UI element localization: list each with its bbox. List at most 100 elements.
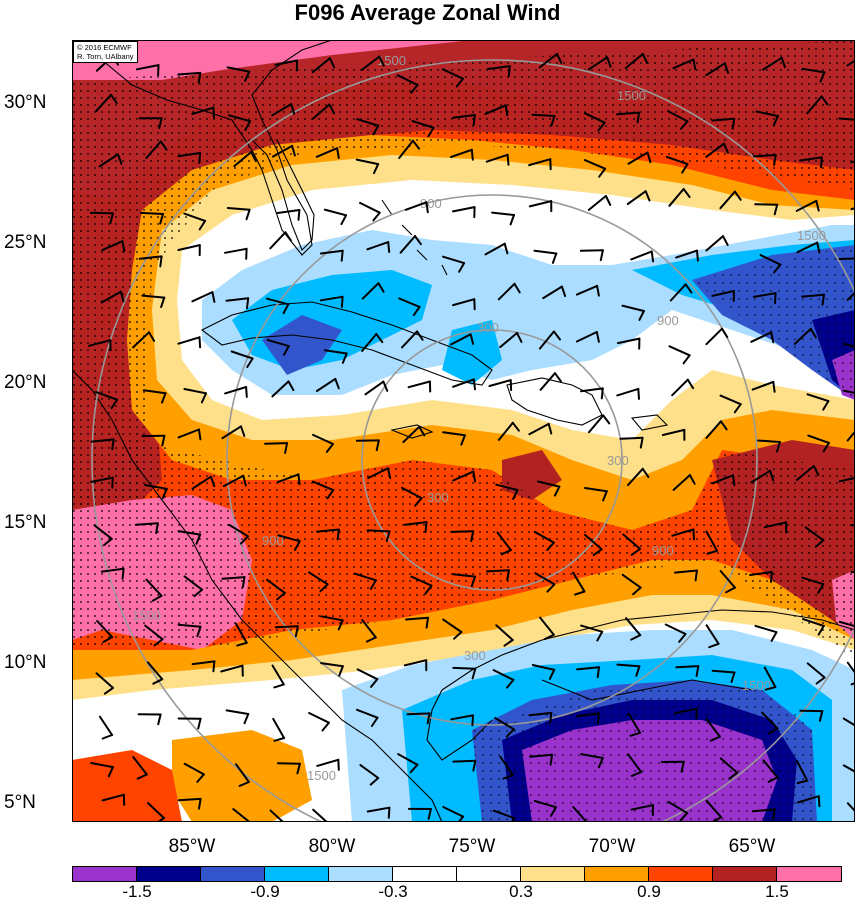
colorbar-segment xyxy=(73,867,137,881)
lat-label: 30°N xyxy=(4,92,46,114)
wind-barb-flag xyxy=(638,113,639,123)
colorbar-label: 0.9 xyxy=(637,882,661,902)
wind-barb xyxy=(487,570,509,571)
colorbar-segment xyxy=(329,867,393,881)
wind-barb-flag xyxy=(652,252,653,262)
lon-label: 65°W xyxy=(729,836,776,858)
ring-label: 300 xyxy=(477,320,499,335)
wind-barb-flag xyxy=(298,474,299,484)
colorbar-label: -0.9 xyxy=(250,882,279,902)
colorbar-segment xyxy=(137,867,201,881)
wind-barb xyxy=(755,204,777,205)
wind-barb xyxy=(368,530,390,531)
wind-barb-flag xyxy=(160,256,161,266)
wind-barb xyxy=(754,155,776,156)
wind-barb-flag xyxy=(550,713,551,723)
wind-barb xyxy=(532,115,554,116)
wind-barb-flag xyxy=(697,251,698,261)
wind-barb xyxy=(840,258,855,259)
wind-barb-flag xyxy=(472,715,473,725)
wind-barb-flag xyxy=(342,251,343,261)
lat-label: 10°N xyxy=(4,652,46,674)
wind-barb-flag xyxy=(773,809,774,819)
colorbar-segment xyxy=(457,867,521,881)
wind-barb-flag xyxy=(426,522,427,532)
wind-barb xyxy=(676,666,698,667)
wind-barb-flag xyxy=(638,389,639,399)
wind-barb-flag xyxy=(200,337,201,347)
wind-barb-flag xyxy=(427,202,428,212)
wind-barb-flag xyxy=(199,430,200,440)
wind-barb-flag xyxy=(338,760,339,770)
map-plot-area: 300 300 300 300 900 900 900 900 1500 150… xyxy=(72,40,855,822)
wind-barb-flag xyxy=(389,808,390,818)
colorbar-segment xyxy=(201,867,265,881)
wind-barb xyxy=(408,713,430,714)
colorbar-label: -1.5 xyxy=(122,882,151,902)
colorbar-label: 0.3 xyxy=(509,882,533,902)
lon-label: 70°W xyxy=(589,836,636,858)
wind-barb-flag xyxy=(112,439,113,449)
ring-label: 1500 xyxy=(797,228,826,243)
ring-label: 300 xyxy=(464,648,486,663)
wind-barb-flag xyxy=(427,618,428,628)
wind-barb-flag xyxy=(338,530,339,540)
wind-barb-flag xyxy=(472,150,473,160)
lat-label: 25°N xyxy=(4,232,46,254)
wind-barb-flag xyxy=(199,153,200,163)
ring-label: 1500 xyxy=(742,678,771,693)
colorbar-segment xyxy=(521,867,585,881)
colorbar-segment xyxy=(585,867,649,881)
chart-title: F096 Average Zonal Wind xyxy=(0,0,855,26)
wind-barb-flag xyxy=(213,661,214,671)
colorbar-label: 1.5 xyxy=(765,882,789,902)
ring-label: 1500 xyxy=(617,88,646,103)
wind-barb xyxy=(179,799,201,800)
lat-label: 5°N xyxy=(4,792,36,814)
colorbar-segment xyxy=(649,867,713,881)
wind-barb xyxy=(581,250,603,251)
wind-barb-flag xyxy=(299,210,300,220)
lon-label: 80°W xyxy=(309,836,356,858)
wind-barb xyxy=(265,443,287,444)
colorbar-segment xyxy=(713,867,777,881)
colorbar-segment xyxy=(777,867,841,881)
wind-barb-flag xyxy=(821,157,822,167)
wind-barb-flag xyxy=(771,572,772,582)
wind-barb-flag xyxy=(598,667,599,677)
wind-barb-flag xyxy=(819,796,820,806)
wind-barb-flag xyxy=(246,387,247,397)
colorbar-label: -0.3 xyxy=(378,882,407,902)
lon-label: 75°W xyxy=(449,836,496,858)
lat-label: 15°N xyxy=(4,512,46,534)
wind-barb xyxy=(278,763,300,764)
ring-label: 1500 xyxy=(132,608,161,623)
wind-barb xyxy=(276,626,298,627)
ring-label: 300 xyxy=(427,490,449,505)
wind-barb-flag xyxy=(508,155,509,165)
wind-barb-flag xyxy=(775,293,776,303)
wind-barb-flag xyxy=(773,382,774,392)
colorbar-segment xyxy=(265,867,329,881)
ring-label: 900 xyxy=(657,313,679,328)
wind-barb-flag xyxy=(696,571,697,581)
ring-label: 900 xyxy=(652,543,674,558)
wind-barb xyxy=(451,531,473,532)
lon-label: 85°W xyxy=(169,836,216,858)
colorbar-segment xyxy=(393,867,457,881)
credit-line: R. Torn, UAlbany xyxy=(77,52,134,61)
wind-barb-flag xyxy=(123,569,124,579)
credit-line: © 2016 ECMWF xyxy=(77,43,134,52)
wind-barb-flag xyxy=(598,713,599,723)
wind-barb-flag xyxy=(388,242,389,252)
ring-label: 300 xyxy=(607,453,629,468)
lat-label: 20°N xyxy=(4,372,46,394)
wind-barb-flag xyxy=(213,108,214,118)
credit-box: © 2016 ECMWF R. Torn, UAlbany xyxy=(73,41,138,63)
wind-barb xyxy=(453,761,475,762)
wind-barb-flag xyxy=(247,298,248,308)
ring-label: 1500 xyxy=(307,768,336,783)
wind-barb-flag xyxy=(474,379,475,389)
wind-barb-flag xyxy=(342,297,343,307)
wind-barb-flag xyxy=(693,529,694,539)
